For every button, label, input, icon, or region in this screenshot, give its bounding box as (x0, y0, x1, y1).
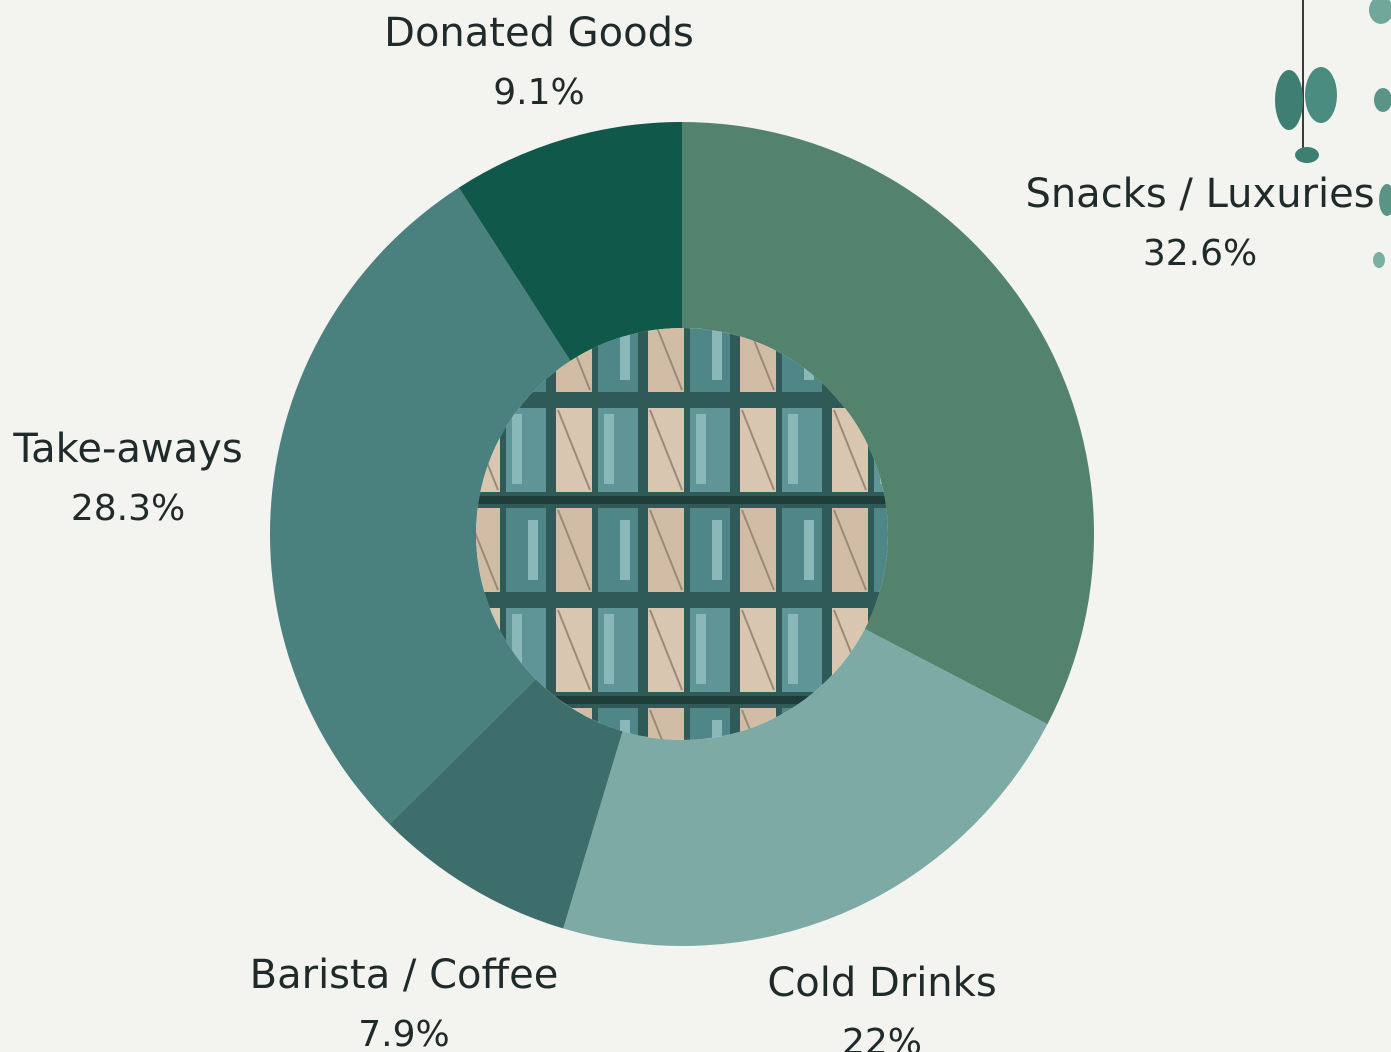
slice-barista-coffee (389, 679, 623, 929)
slice-value-label: 7.9% (358, 1014, 449, 1052)
slice-label: Barista / Coffee (250, 952, 559, 998)
center-photo (476, 328, 888, 740)
slice-snacks-luxuries (682, 122, 1094, 725)
slice-labels: Snacks / Luxuries 32.6% Cold Drinks 22% Bari… (12, 10, 1374, 1052)
slice-label: Donated Goods (384, 10, 694, 56)
slice-label: Take-aways (12, 426, 242, 472)
slice-value-label: 32.6% (1143, 233, 1257, 274)
slice-label: Snacks / Luxuries (1025, 171, 1374, 217)
slice-donated-goods (458, 122, 682, 361)
slice-take-aways (270, 187, 571, 825)
slice-value-label: 22% (842, 1022, 922, 1052)
slice-cold-drinks (563, 629, 1048, 946)
slice-value-label: 9.1% (493, 72, 584, 113)
donut-slices (270, 122, 1094, 946)
slice-label: Cold Drinks (767, 960, 996, 1006)
hanging-plant-decoration (1275, 0, 1391, 268)
slice-value-label: 28.3% (71, 488, 185, 529)
